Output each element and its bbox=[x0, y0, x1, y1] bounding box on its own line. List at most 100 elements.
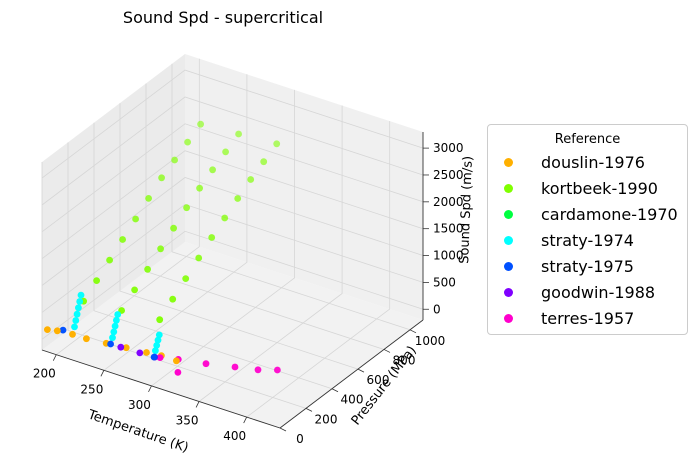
data-point-straty-1974 bbox=[75, 304, 82, 312]
legend-item-cardamone-1970: cardamone-1970 bbox=[488, 201, 687, 227]
legend-item-kortbeek-1990: kortbeek-1990 bbox=[488, 175, 687, 201]
z-tick-label: 500 bbox=[433, 275, 456, 289]
x-grid-line bbox=[198, 105, 343, 402]
y-tick-mark bbox=[305, 408, 313, 412]
data-point-kortbeek-1990 bbox=[169, 295, 177, 303]
data-point-kortbeek-1990 bbox=[208, 234, 216, 241]
y-grid-line bbox=[119, 103, 359, 370]
data-point-kortbeek-1990 bbox=[234, 195, 242, 202]
x-axis-label: Temperature (K) bbox=[85, 407, 190, 456]
z-grid-line bbox=[41, 96, 424, 206]
legend-marker bbox=[504, 261, 513, 271]
data-point-straty-1974 bbox=[154, 336, 162, 344]
x-tick-mark bbox=[52, 354, 57, 361]
legend-item-straty-1974: straty-1974 bbox=[488, 227, 687, 253]
data-point-kortbeek-1990 bbox=[119, 236, 126, 243]
data-point-straty-1975 bbox=[59, 326, 67, 334]
data-point-straty-1974 bbox=[73, 310, 81, 318]
legend-marker bbox=[504, 157, 513, 167]
data-point-douslin-1976 bbox=[173, 357, 180, 365]
data-point-terres-1957 bbox=[274, 366, 281, 374]
legend-item-straty-1975: straty-1975 bbox=[488, 253, 687, 279]
data-point-kortbeek-1990 bbox=[171, 156, 179, 164]
data-point-kortbeek-1990 bbox=[221, 214, 229, 222]
y-tick-label: 0 bbox=[296, 432, 304, 446]
legend-marker bbox=[504, 183, 513, 193]
data-point-straty-1975 bbox=[150, 353, 158, 361]
data-point-douslin-1976 bbox=[83, 335, 90, 343]
data-point-douslin-1976 bbox=[53, 327, 61, 335]
legend-label: douslin-1976 bbox=[541, 152, 645, 172]
data-point-straty-1974 bbox=[71, 323, 78, 331]
z-axis-label: Sound Spd (m/s) bbox=[457, 156, 476, 264]
data-point-kortbeek-1990 bbox=[131, 286, 139, 294]
grid-lines bbox=[41, 58, 424, 429]
y-tick-mark bbox=[357, 368, 365, 373]
data-point-douslin-1976 bbox=[143, 349, 150, 356]
data-point-douslin-1976 bbox=[44, 326, 51, 333]
legend-label: goodwin-1988 bbox=[541, 282, 656, 302]
data-point-terres-1957 bbox=[174, 369, 182, 376]
z-tick-label: 3000 bbox=[433, 141, 464, 155]
x-tick-label: 250 bbox=[80, 382, 103, 396]
axes-panes bbox=[42, 54, 423, 428]
data-point-kortbeek-1990 bbox=[132, 215, 140, 223]
y-tick-mark bbox=[383, 349, 391, 353]
legend-marker bbox=[504, 313, 513, 323]
y-tick-label: 1000 bbox=[415, 334, 446, 348]
data-point-kortbeek-1990 bbox=[145, 195, 153, 202]
x-tick-label: 200 bbox=[33, 367, 56, 381]
data-point-goodwin-1988 bbox=[136, 349, 144, 357]
data-point-kortbeek-1990 bbox=[260, 158, 268, 166]
data-point-terres-1957 bbox=[231, 363, 239, 371]
left-wall-pane bbox=[42, 54, 185, 350]
y-tick-label: 600 bbox=[367, 373, 390, 387]
z-tick-label: 0 bbox=[433, 302, 441, 316]
y-tick-mark bbox=[331, 388, 339, 393]
legend: Reference douslin-1976 kortbeek-1990 carda… bbox=[487, 124, 688, 335]
y-grid-line bbox=[67, 142, 307, 409]
x-tick-label: 300 bbox=[128, 398, 151, 412]
x-grid-line bbox=[103, 74, 248, 371]
data-point-straty-1974 bbox=[152, 347, 159, 355]
y-grid-line bbox=[171, 63, 411, 331]
y-axis-line bbox=[279, 319, 424, 429]
y-tick-label: 400 bbox=[341, 393, 364, 407]
data-point-straty-1974 bbox=[113, 316, 120, 324]
y-tick-label: 200 bbox=[315, 412, 338, 426]
legend-label: straty-1974 bbox=[541, 230, 634, 250]
x-tick-label: 400 bbox=[223, 429, 246, 443]
x-tick-label: 350 bbox=[176, 413, 199, 427]
x-grid-line bbox=[246, 121, 391, 418]
chart-title: Sound Spd - supercritical bbox=[122, 8, 324, 27]
legend-label: kortbeek-1990 bbox=[541, 178, 658, 198]
legend-label: terres-1957 bbox=[541, 308, 635, 328]
data-point-goodwin-1988 bbox=[117, 343, 125, 351]
data-point-kortbeek-1990 bbox=[197, 120, 205, 128]
z-grid-line bbox=[41, 69, 424, 179]
legend-items: douslin-1976 kortbeek-1990 cardamone-1970 s… bbox=[488, 149, 687, 331]
data-point-kortbeek-1990 bbox=[209, 166, 217, 174]
data-point-straty-1975 bbox=[107, 340, 114, 348]
y-tick-mark bbox=[409, 329, 417, 334]
data-point-straty-1974 bbox=[72, 317, 80, 324]
data-point-kortbeek-1990 bbox=[158, 174, 166, 182]
z-grid-line bbox=[41, 150, 424, 260]
x-tick-mark bbox=[148, 385, 152, 393]
data-point-kortbeek-1990 bbox=[156, 316, 164, 324]
data-point-kortbeek-1990 bbox=[106, 256, 113, 264]
z-tick-label: 2500 bbox=[433, 168, 464, 182]
legend-item-goodwin-1988: goodwin-1988 bbox=[488, 279, 687, 305]
z-grid-line bbox=[41, 123, 424, 233]
data-points bbox=[44, 120, 281, 376]
data-point-straty-1974 bbox=[155, 331, 163, 339]
data-point-kortbeek-1990 bbox=[273, 140, 281, 148]
back-wall-pane bbox=[185, 54, 423, 320]
data-point-terres-1957 bbox=[202, 360, 210, 368]
data-point-straty-1974 bbox=[110, 328, 118, 336]
data-point-terres-1957 bbox=[156, 354, 164, 361]
data-point-douslin-1976 bbox=[69, 330, 76, 338]
data-point-terres-1957 bbox=[254, 366, 262, 374]
